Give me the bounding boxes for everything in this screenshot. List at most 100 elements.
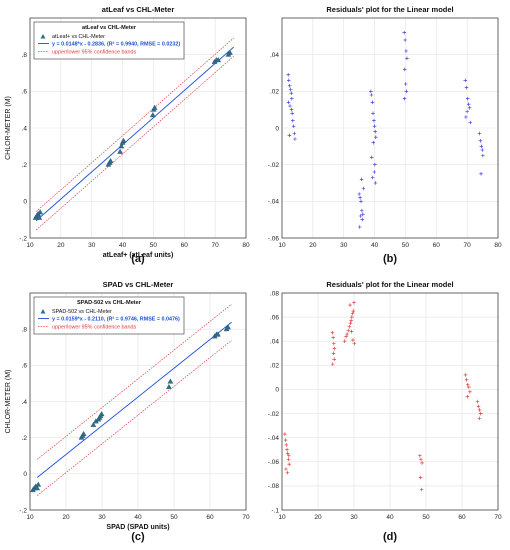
x-tick-label: 10 [278, 514, 286, 521]
data-point [286, 73, 290, 77]
data-point [467, 385, 471, 389]
x-tick-label: 20 [314, 514, 322, 521]
y-tick-label: .2 [22, 435, 28, 442]
data-point [403, 38, 407, 42]
data-point [477, 131, 482, 136]
data-point [286, 100, 291, 105]
y-tick-label: .4 [22, 125, 28, 132]
data-point [478, 139, 483, 143]
chart-panel-2: 10 20 30 40 50 60 70 80 -.06 -.04 -.02 0 .02 .04 Resid… [268, 5, 502, 249]
x-tick-label: 50 [402, 242, 410, 249]
x-axis-label: SPAD (SPAD units) [106, 524, 169, 531]
data-point [347, 324, 352, 329]
data-point [358, 214, 363, 218]
data-point [284, 443, 289, 447]
x-tick-label: 70 [212, 242, 220, 249]
data-point [149, 112, 156, 118]
data-point [283, 438, 288, 442]
legend-marker-points [40, 309, 46, 314]
chart-title: Residuals' plot for the Linear model [326, 280, 453, 289]
data-point [292, 131, 297, 136]
data-point [373, 129, 377, 134]
data-point [34, 485, 41, 491]
x-tick-label: 10 [278, 242, 286, 249]
data-point [331, 335, 335, 340]
plot-content [283, 300, 483, 492]
x-tick-label: 60 [206, 514, 214, 521]
data-point [465, 109, 469, 114]
data-point [373, 181, 378, 185]
x-tick-label: 20 [57, 242, 65, 249]
x-tick-label: 30 [350, 514, 358, 521]
y-tick-label: -.2 [19, 507, 27, 514]
data-point [369, 89, 373, 94]
data-point [352, 341, 357, 346]
y-tick-label: .02 [270, 89, 279, 96]
data-point [215, 331, 221, 337]
x-tick-label: 30 [88, 242, 96, 249]
x-tick-label: 30 [340, 242, 348, 249]
data-point [284, 467, 288, 471]
data-point [479, 144, 484, 149]
data-point [465, 394, 470, 399]
data-point [346, 328, 351, 333]
plot-content [286, 30, 485, 229]
data-point [330, 330, 335, 335]
data-point [404, 49, 408, 53]
data-point [293, 137, 297, 141]
data-point [289, 107, 294, 112]
data-point [481, 153, 485, 158]
data-point [466, 102, 471, 106]
data-point [80, 430, 87, 436]
data-point [35, 481, 42, 487]
x-tick-label: 60 [433, 242, 441, 249]
data-point [475, 399, 480, 404]
data-point [167, 378, 174, 384]
data-point [402, 96, 407, 101]
panel-label: (a) [131, 253, 145, 265]
data-point [476, 404, 481, 409]
data-point [371, 111, 375, 116]
data-point [479, 172, 483, 176]
y-tick-label: -.04 [268, 435, 280, 442]
legend-box [33, 21, 185, 60]
data-point [225, 324, 231, 330]
data-point [418, 453, 422, 458]
data-point [332, 346, 337, 351]
data-point [372, 118, 376, 123]
x-tick-label: 60 [458, 514, 466, 521]
data-point [372, 124, 377, 128]
data-point [480, 148, 485, 152]
data-point [370, 175, 375, 180]
chart-panel-1: 10 20 30 40 50 60 70 80 -.2 0 .2 .4 .6 .8 atLeaf vs CH… [5, 5, 250, 259]
data-point [468, 390, 472, 394]
data-point [348, 321, 353, 325]
y-tick-label: .6 [22, 363, 28, 370]
data-point [98, 411, 105, 417]
data-point [291, 118, 295, 123]
data-point [290, 96, 294, 101]
data-point [332, 357, 336, 362]
data-point [287, 453, 291, 458]
data-point [418, 475, 423, 480]
x-tick-label: 50 [150, 242, 158, 249]
x-tick-label: 10 [26, 242, 34, 249]
legend-label-fit: y = 0.0148*x - 0.2836, (R² = 0.9940, RMS… [52, 42, 180, 48]
data-point [286, 457, 291, 462]
data-point [287, 462, 291, 466]
y-tick-label: -.02 [268, 411, 280, 418]
data-point [348, 303, 352, 307]
data-point [37, 209, 44, 215]
y-tick-label: .4 [22, 399, 28, 406]
data-point [117, 148, 123, 154]
data-point [36, 214, 43, 220]
data-point [372, 170, 377, 174]
data-point [360, 217, 365, 222]
data-point [285, 447, 289, 452]
data-point [463, 78, 468, 83]
lower-confidence-band [35, 56, 234, 231]
y-tick-label: -.2 [19, 235, 27, 242]
data-point [371, 140, 376, 145]
data-point [166, 383, 172, 389]
x-tick-label: 40 [119, 242, 127, 249]
